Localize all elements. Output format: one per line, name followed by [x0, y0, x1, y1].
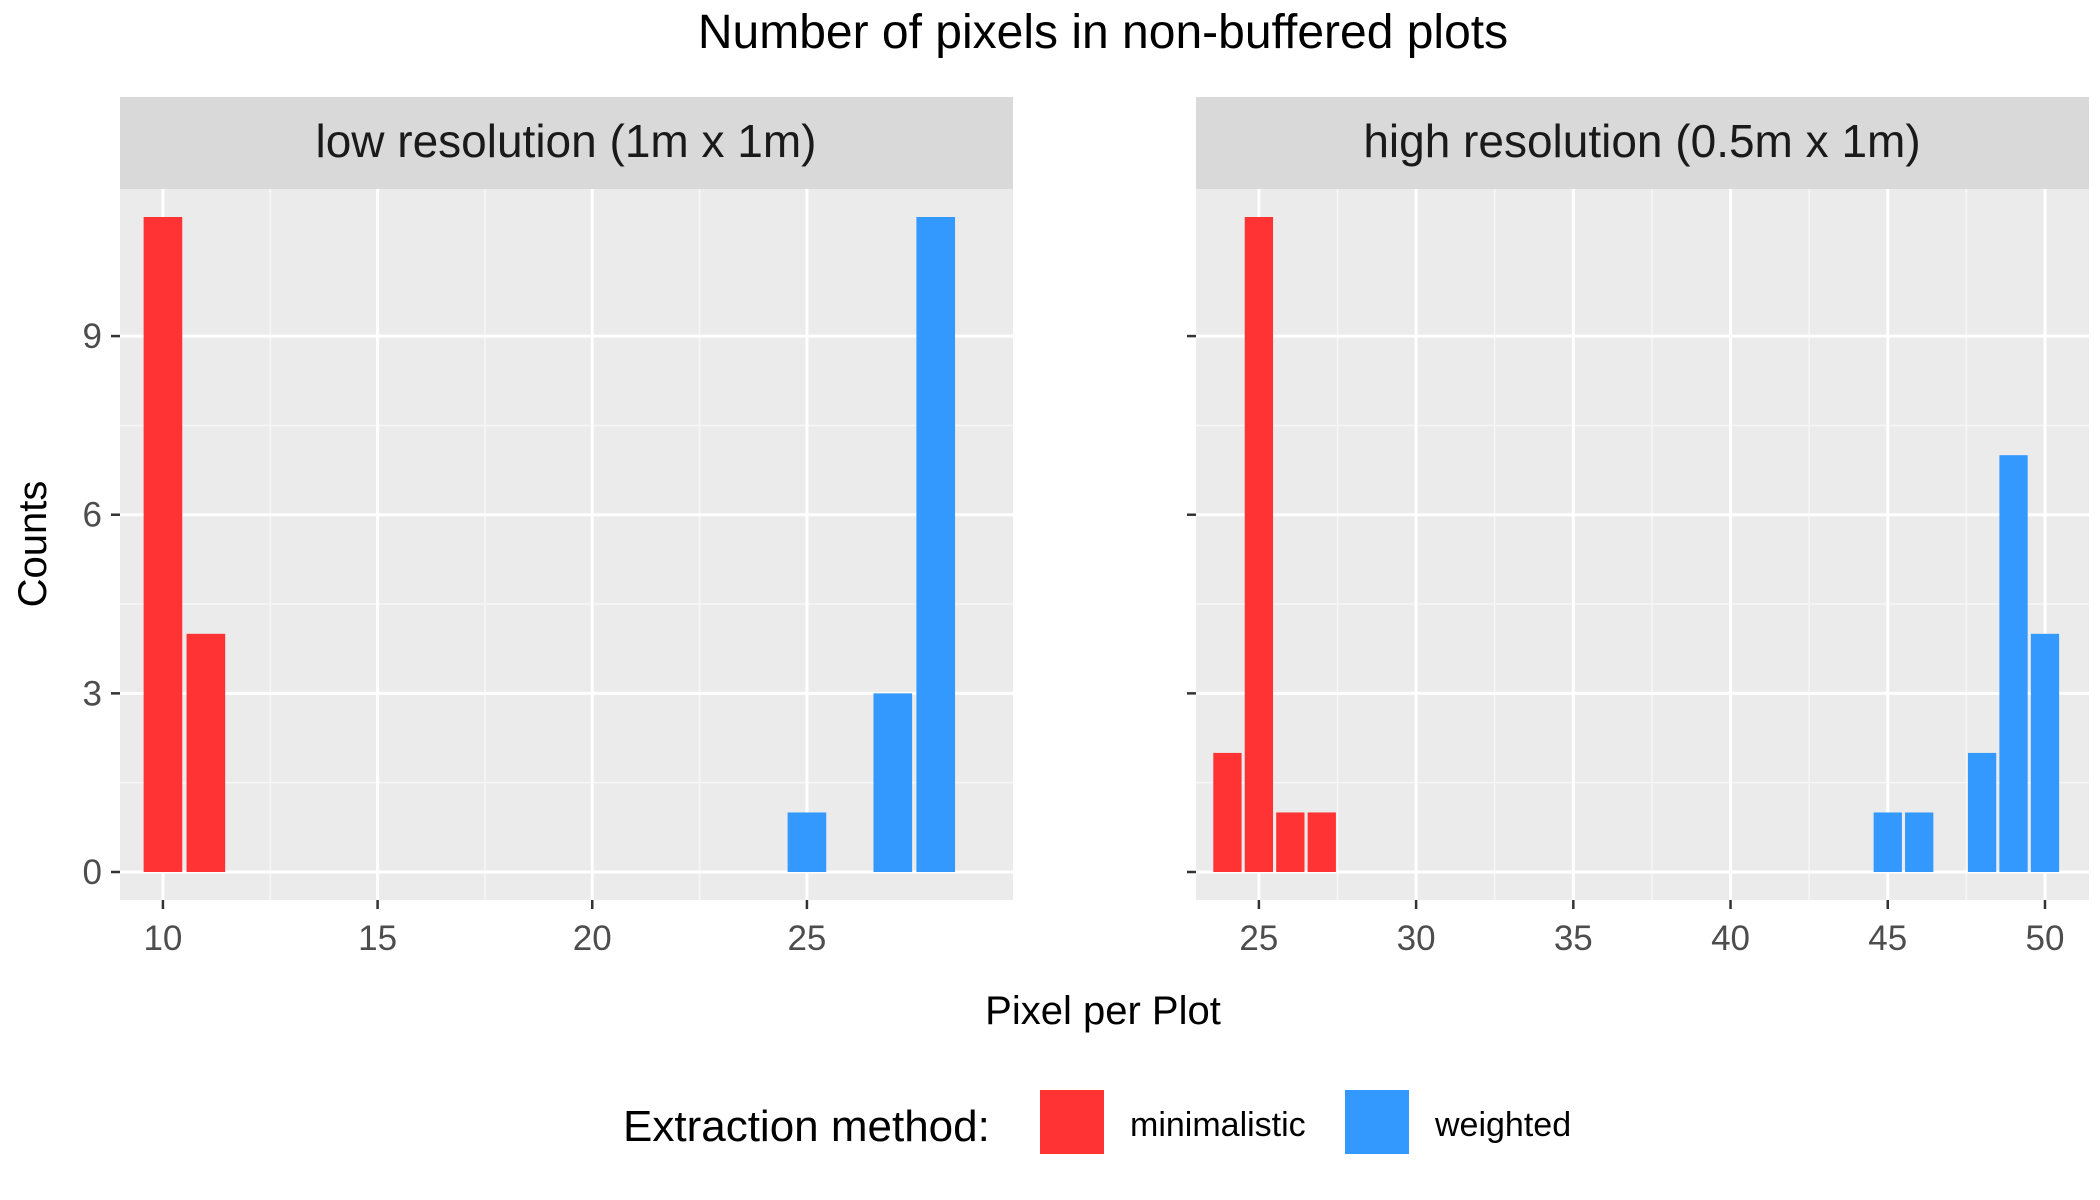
bar-weighted: [916, 217, 956, 872]
bar-weighted: [873, 693, 913, 872]
y-tick-label: 0: [83, 853, 102, 892]
x-tick-label: 40: [1711, 919, 1750, 958]
legend: Extraction method: minimalistic weighted: [623, 1090, 1571, 1154]
plot-background: [120, 189, 1013, 900]
x-tick-label: 50: [2026, 919, 2065, 958]
strip-background: [120, 97, 1013, 189]
bar-minimalistic: [143, 217, 183, 872]
bar-weighted: [1999, 455, 2028, 872]
x-tick-label: 10: [143, 919, 182, 958]
y-tick-label: 9: [83, 317, 102, 356]
bar-minimalistic: [186, 633, 226, 872]
bar-minimalistic: [1276, 812, 1305, 872]
strip-label: low resolution (1m x 1m): [315, 115, 816, 167]
y-tick-label: 3: [83, 674, 102, 713]
bar-weighted: [1967, 752, 1997, 872]
chart-title: Number of pixels in non-buffered plots: [698, 6, 1508, 59]
y-tick-label: 6: [83, 496, 102, 535]
bar-minimalistic: [1307, 812, 1336, 872]
panel-high-resolution: high resolution (0.5m x 1m) 25 30 35 40 45 50: [1187, 97, 2089, 958]
y-axis-title: Counts: [11, 481, 55, 608]
x-tick-label: 45: [1868, 919, 1907, 958]
x-tick-label: 15: [358, 919, 397, 958]
x-tick-label: 25: [787, 919, 826, 958]
x-tick-label: 25: [1239, 919, 1278, 958]
bar-weighted: [1905, 812, 1934, 872]
x-tick-label: 30: [1397, 919, 1436, 958]
legend-title: Extraction method:: [623, 1102, 990, 1151]
legend-label-weighted: weighted: [1434, 1106, 1571, 1144]
legend-key-minimalistic: [1040, 1090, 1104, 1154]
bar-minimalistic: [1244, 217, 1274, 872]
strip-label: high resolution (0.5m x 1m): [1363, 115, 1920, 167]
x-axis-title: Pixel per Plot: [985, 989, 1221, 1033]
legend-label-minimalistic: minimalistic: [1130, 1106, 1306, 1144]
bar-weighted: [1873, 812, 1902, 872]
bar-weighted: [787, 812, 827, 872]
x-tick-label: 20: [573, 919, 612, 958]
panel-low-resolution: low resolution (1m x 1m) 10 15 20 25 0 3 6 9: [83, 97, 1013, 958]
bar-minimalistic: [1213, 752, 1242, 872]
strip-background: [1196, 97, 2089, 189]
plot-background: [1196, 189, 2089, 900]
bar-weighted: [2030, 633, 2060, 872]
x-tick-label: 35: [1554, 919, 1593, 958]
legend-key-weighted: [1345, 1090, 1409, 1154]
